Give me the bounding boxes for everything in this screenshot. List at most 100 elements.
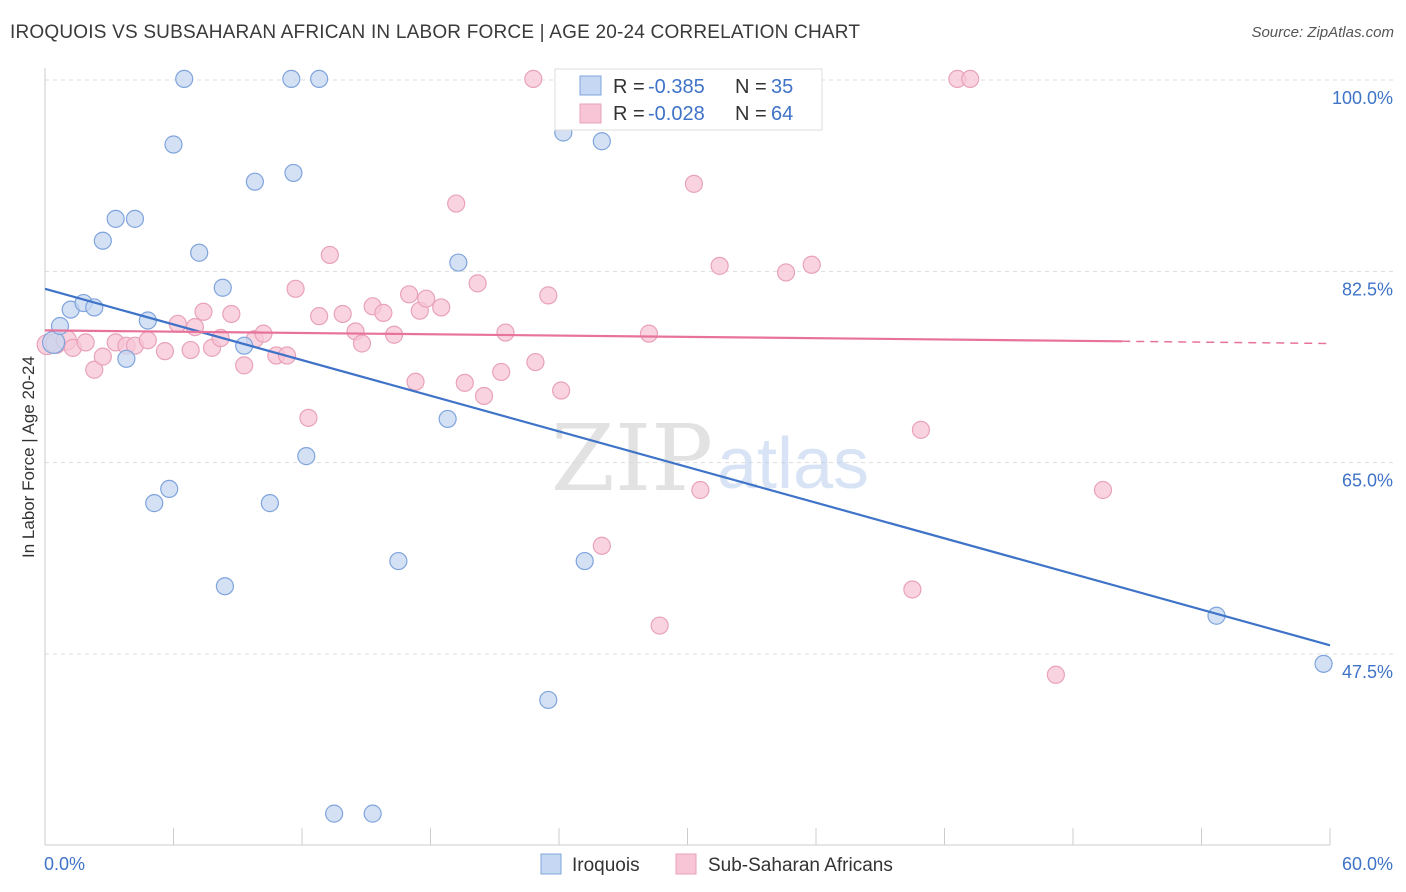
series-legend: Iroquois Sub-Saharan Africans xyxy=(540,853,893,876)
point-iroquois-21 xyxy=(284,163,303,183)
y-tick-label-0: 47.5% xyxy=(1342,662,1393,682)
y-tick-label-1: 65.0% xyxy=(1342,471,1393,491)
point-sub-saharan-61 xyxy=(961,69,980,89)
legend-r-value-2: -0.028 xyxy=(648,103,705,125)
point-iroquois-23 xyxy=(310,69,329,89)
bottom-legend-swatch-iroquois xyxy=(540,853,562,875)
point-sub-saharan-26 xyxy=(310,307,329,326)
point-sub-saharan-30 xyxy=(352,334,372,353)
point-sub-saharan-43 xyxy=(492,362,511,382)
x-tick-label-min: 0.0% xyxy=(44,854,85,874)
point-iroquois-22 xyxy=(297,447,316,466)
trend-lines xyxy=(44,287,1331,647)
point-sub-saharan-54 xyxy=(691,480,710,500)
watermark-atlas: atlas xyxy=(717,424,869,504)
bottom-legend-swatch-sub-saharan xyxy=(675,853,697,875)
point-sub-saharan-38 xyxy=(432,298,451,317)
point-sub-saharan-19 xyxy=(235,356,254,375)
point-sub-saharan-37 xyxy=(417,289,436,308)
point-iroquois-15 xyxy=(213,278,232,297)
point-iroquois-7 xyxy=(117,349,136,368)
correlation-legend: R = -0.385 N = 35 R = -0.028 N = 64 xyxy=(554,68,823,131)
point-iroquois-29 xyxy=(539,690,558,710)
legend-swatch-sub-saharan xyxy=(579,103,602,124)
point-iroquois-16 xyxy=(215,577,234,596)
point-sub-saharan-39 xyxy=(447,194,466,213)
trend-line-iroquois xyxy=(44,287,1331,647)
point-sub-saharan-63 xyxy=(1093,480,1113,500)
point-sub-saharan-45 xyxy=(524,69,543,89)
point-sub-saharan-27 xyxy=(320,245,339,265)
point-sub-saharan-53 xyxy=(684,174,704,193)
point-sub-saharan-48 xyxy=(552,381,571,400)
watermark-zip: ZIP xyxy=(551,405,713,512)
bottom-legend-label-iroquois: Iroquois xyxy=(572,855,640,876)
point-sub-saharan-18 xyxy=(222,304,241,324)
y-tick-label-2: 82.5% xyxy=(1342,279,1393,299)
point-sub-saharan-59 xyxy=(911,420,931,439)
point-sub-saharan-34 xyxy=(399,285,419,304)
point-iroquois-27 xyxy=(438,409,457,429)
legend-r-label-2: R = xyxy=(613,103,645,125)
legend-n-label-1: N = xyxy=(735,76,767,98)
y-tick-labels: 47.5% 65.0% 82.5% 100.0% xyxy=(1332,88,1393,682)
x-ticks xyxy=(44,828,1331,845)
point-sub-saharan-13 xyxy=(181,340,200,360)
point-iroquois-26 xyxy=(389,551,408,571)
point-sub-saharan-6 xyxy=(93,347,112,366)
point-iroquois-6 xyxy=(106,209,125,228)
chart-source: Source: ZipAtlas.com xyxy=(1251,24,1394,41)
point-sub-saharan-47 xyxy=(539,286,558,305)
point-sub-saharan-40 xyxy=(455,373,474,392)
point-sub-saharan-24 xyxy=(286,279,305,298)
point-iroquois-1 xyxy=(50,316,70,336)
point-iroquois-28 xyxy=(449,253,468,272)
chart-title: IROQUOIS VS SUBSAHARAN AFRICAN IN LABOR … xyxy=(10,22,861,43)
trend-line-sub-saharan-extension xyxy=(1122,340,1331,345)
legend-r-value-1: -0.385 xyxy=(648,76,705,98)
trend-line-sub-saharan xyxy=(44,329,1123,343)
point-sub-saharan-44 xyxy=(496,323,515,342)
point-iroquois-18 xyxy=(245,172,264,191)
point-iroquois-25 xyxy=(363,804,382,823)
point-sub-saharan-62 xyxy=(1046,665,1065,684)
x-tick-label-max: 60.0% xyxy=(1342,854,1393,874)
point-sub-saharan-32 xyxy=(374,303,393,322)
point-iroquois-14 xyxy=(190,243,209,262)
point-iroquois-8 xyxy=(125,209,145,228)
legend-n-label-2: N = xyxy=(735,103,767,125)
point-iroquois-5 xyxy=(93,231,112,250)
point-sub-saharan-52 xyxy=(650,616,669,635)
point-iroquois-19 xyxy=(260,494,279,513)
legend-swatch-iroquois xyxy=(579,75,602,96)
y-tick-label-3: 100.0% xyxy=(1332,88,1393,108)
point-sub-saharan-11 xyxy=(155,342,175,361)
point-sub-saharan-15 xyxy=(194,302,213,321)
legend-n-value-1: 35 xyxy=(771,76,793,98)
point-sub-saharan-56 xyxy=(776,263,796,282)
point-iroquois-13 xyxy=(175,69,194,89)
watermark: ZIP atlas xyxy=(551,405,869,512)
series-iroquois xyxy=(41,69,1333,823)
point-sub-saharan-46 xyxy=(526,352,545,372)
point-sub-saharan-10 xyxy=(138,331,157,350)
point-sub-saharan-58 xyxy=(903,580,922,599)
point-sub-saharan-5 xyxy=(85,360,104,379)
legend-r-label-1: R = xyxy=(613,76,645,98)
point-iroquois-20 xyxy=(282,69,301,89)
series-sub-saharan-africans xyxy=(36,69,1113,684)
point-sub-saharan-4 xyxy=(76,333,95,352)
point-sub-saharan-35 xyxy=(406,372,425,391)
point-sub-saharan-42 xyxy=(474,386,494,406)
point-sub-saharan-25 xyxy=(299,408,318,427)
point-iroquois-31 xyxy=(575,551,594,571)
bottom-legend-label-sub-saharan: Sub-Saharan Africans xyxy=(708,855,893,876)
point-sub-saharan-51 xyxy=(639,324,659,343)
y-axis-title: In Labor Force | Age 20-24 xyxy=(19,356,38,558)
point-iroquois-10 xyxy=(145,494,164,513)
point-sub-saharan-28 xyxy=(333,304,352,324)
point-iroquois-11 xyxy=(160,479,179,499)
point-sub-saharan-55 xyxy=(710,256,729,275)
point-iroquois-32 xyxy=(592,132,611,151)
